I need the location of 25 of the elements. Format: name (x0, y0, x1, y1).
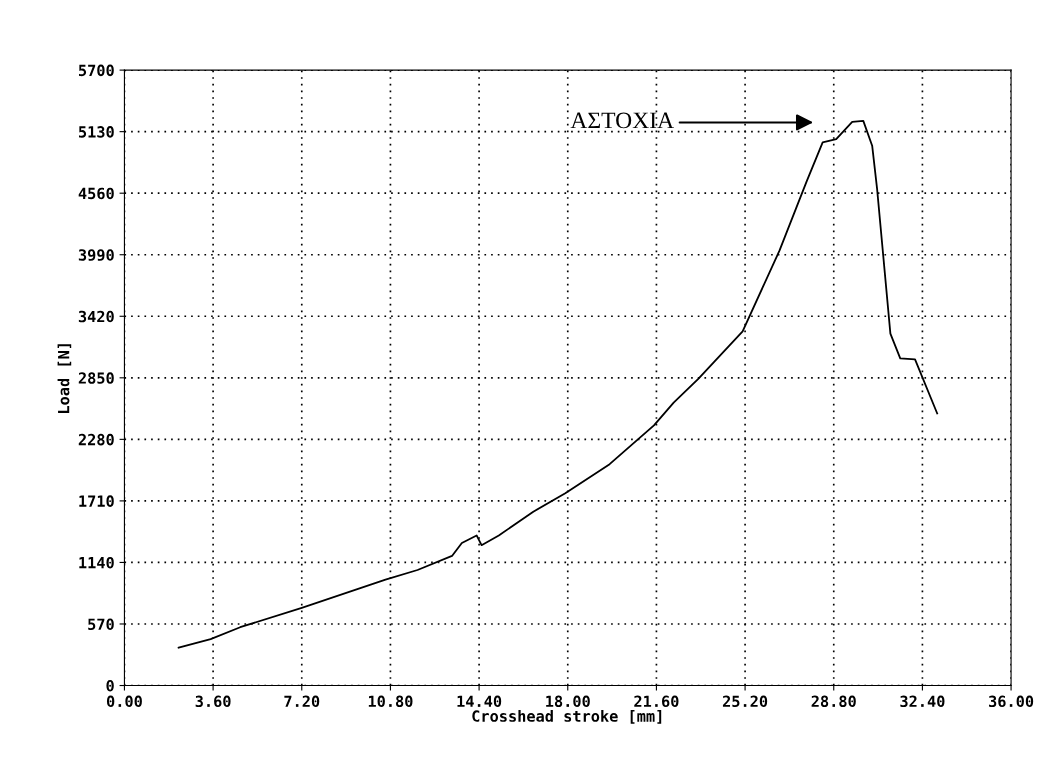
x-tick-label: 0.00 (106, 695, 142, 708)
y-tick-label: 570 (88, 618, 114, 630)
x-tick-label: 3.60 (195, 695, 231, 708)
y-tick-label: 5700 (78, 64, 114, 77)
x-tick-label: 32.40 (900, 695, 945, 708)
x-tick-label: 25.20 (722, 695, 768, 708)
y-tick-label: 1710 (79, 495, 114, 507)
y-tick-label: 5130 (78, 126, 114, 138)
x-tick-label: 7.20 (284, 695, 320, 708)
x-tick-label: 18.00 (546, 695, 590, 708)
y-tick-label: 1140 (79, 556, 114, 569)
y-tick-label: 3990 (78, 249, 114, 261)
x-tick-label: 21.60 (634, 695, 679, 708)
x-axis-title: Crosshead stroke [mm] (472, 710, 662, 724)
y-tick-label: 3420 (78, 310, 114, 323)
y-tick-label: 2850 (78, 372, 114, 384)
x-tick-label: 28.80 (811, 695, 856, 708)
x-tick-label: 36.00 (989, 695, 1034, 708)
annotation: ΑΣΤΟΧΙΑ (570, 112, 674, 129)
y-tick-label: 2280 (78, 433, 114, 446)
y-tick-label: 0 (106, 679, 114, 692)
x-tick-label: 10.80 (368, 695, 413, 708)
y-axis-title: Load [N] (57, 344, 72, 413)
y-tick-label: 4560 (78, 187, 114, 200)
x-tick-label: 14.40 (457, 695, 502, 708)
